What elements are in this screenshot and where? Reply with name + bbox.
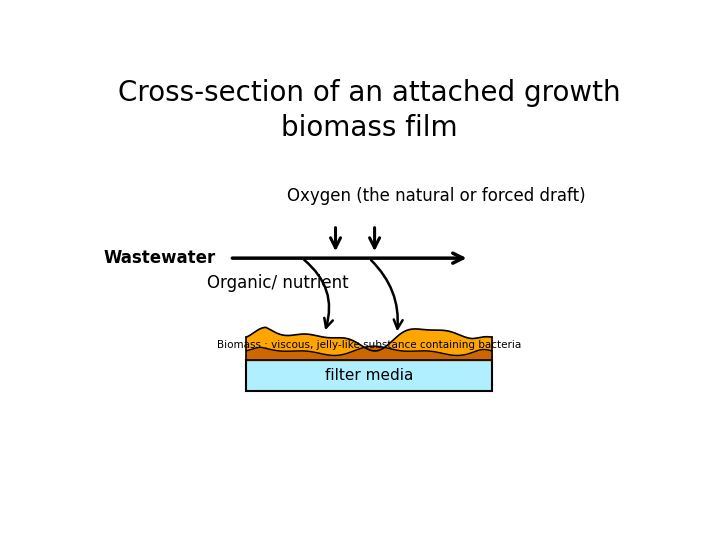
Text: Cross-section of an attached growth
biomass film: Cross-section of an attached growth biom… <box>117 79 621 142</box>
Text: Wastewater: Wastewater <box>104 249 216 267</box>
Bar <box>246 360 492 391</box>
Text: filter media: filter media <box>325 368 413 383</box>
Text: Biomass : viscous, jelly-like substance containing bacteria: Biomass : viscous, jelly-like substance … <box>217 340 521 350</box>
Text: Oxygen (the natural or forced draft): Oxygen (the natural or forced draft) <box>287 187 585 205</box>
Text: Organic/ nutrient: Organic/ nutrient <box>207 274 348 292</box>
